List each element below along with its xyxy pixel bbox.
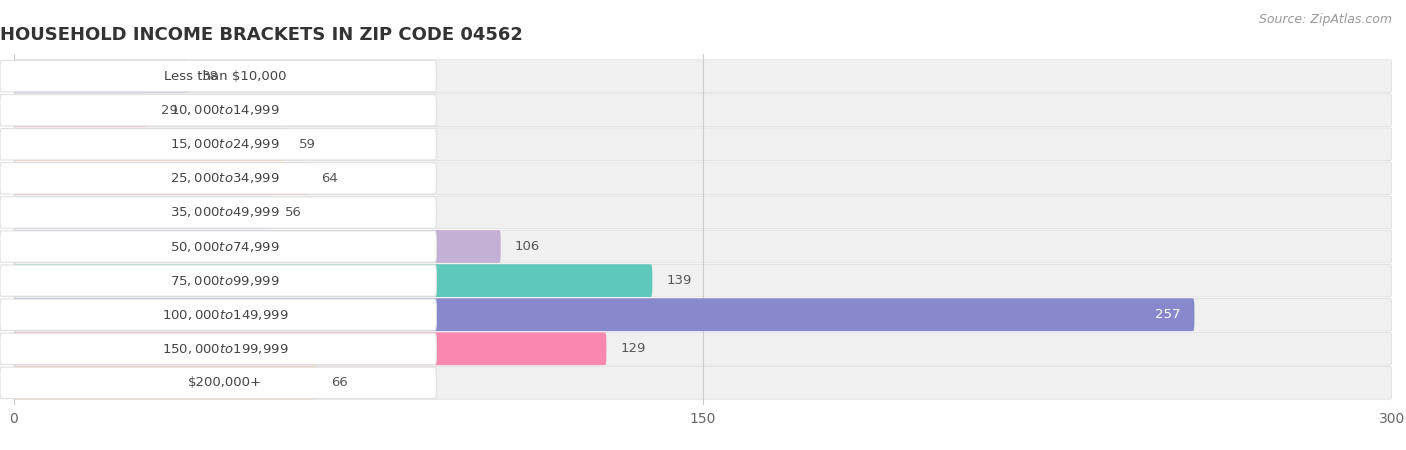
FancyBboxPatch shape <box>14 94 1392 126</box>
Text: $10,000 to $14,999: $10,000 to $14,999 <box>170 103 280 117</box>
FancyBboxPatch shape <box>14 162 308 195</box>
Text: HOUSEHOLD INCOME BRACKETS IN ZIP CODE 04562: HOUSEHOLD INCOME BRACKETS IN ZIP CODE 04… <box>0 26 523 44</box>
FancyBboxPatch shape <box>14 128 285 161</box>
FancyBboxPatch shape <box>0 265 436 296</box>
Text: Source: ZipAtlas.com: Source: ZipAtlas.com <box>1258 14 1392 27</box>
FancyBboxPatch shape <box>14 333 1392 365</box>
FancyBboxPatch shape <box>14 94 148 126</box>
FancyBboxPatch shape <box>14 128 1392 161</box>
FancyBboxPatch shape <box>0 163 436 194</box>
FancyBboxPatch shape <box>0 333 436 364</box>
Text: 257: 257 <box>1156 308 1181 321</box>
FancyBboxPatch shape <box>0 231 436 262</box>
Text: $25,000 to $34,999: $25,000 to $34,999 <box>170 171 280 185</box>
Text: 139: 139 <box>666 274 692 287</box>
Text: 106: 106 <box>515 240 540 253</box>
FancyBboxPatch shape <box>0 299 436 330</box>
FancyBboxPatch shape <box>14 230 1392 263</box>
FancyBboxPatch shape <box>14 196 1392 229</box>
Text: $35,000 to $49,999: $35,000 to $49,999 <box>170 206 280 220</box>
Text: $50,000 to $74,999: $50,000 to $74,999 <box>170 239 280 253</box>
FancyBboxPatch shape <box>14 60 188 93</box>
FancyBboxPatch shape <box>0 197 436 228</box>
Text: $200,000+: $200,000+ <box>188 376 262 389</box>
Text: 64: 64 <box>322 172 339 185</box>
Text: 129: 129 <box>620 342 645 355</box>
FancyBboxPatch shape <box>14 230 501 263</box>
Text: $100,000 to $149,999: $100,000 to $149,999 <box>162 308 288 322</box>
FancyBboxPatch shape <box>14 298 1392 331</box>
FancyBboxPatch shape <box>14 264 1392 297</box>
FancyBboxPatch shape <box>14 366 1392 399</box>
FancyBboxPatch shape <box>14 333 606 365</box>
Text: 56: 56 <box>285 206 302 219</box>
Text: $75,000 to $99,999: $75,000 to $99,999 <box>170 274 280 288</box>
FancyBboxPatch shape <box>14 366 316 399</box>
FancyBboxPatch shape <box>0 94 436 126</box>
Text: 29: 29 <box>160 104 177 117</box>
Text: Less than $10,000: Less than $10,000 <box>165 70 287 83</box>
Text: 66: 66 <box>330 376 347 389</box>
FancyBboxPatch shape <box>0 60 436 92</box>
FancyBboxPatch shape <box>14 196 271 229</box>
Text: $150,000 to $199,999: $150,000 to $199,999 <box>162 342 288 356</box>
FancyBboxPatch shape <box>14 264 652 297</box>
Text: $15,000 to $24,999: $15,000 to $24,999 <box>170 137 280 151</box>
FancyBboxPatch shape <box>14 298 1195 331</box>
Text: 38: 38 <box>202 70 219 83</box>
Text: 59: 59 <box>298 138 315 151</box>
FancyBboxPatch shape <box>14 162 1392 195</box>
FancyBboxPatch shape <box>0 129 436 160</box>
FancyBboxPatch shape <box>14 60 1392 93</box>
FancyBboxPatch shape <box>0 367 436 399</box>
